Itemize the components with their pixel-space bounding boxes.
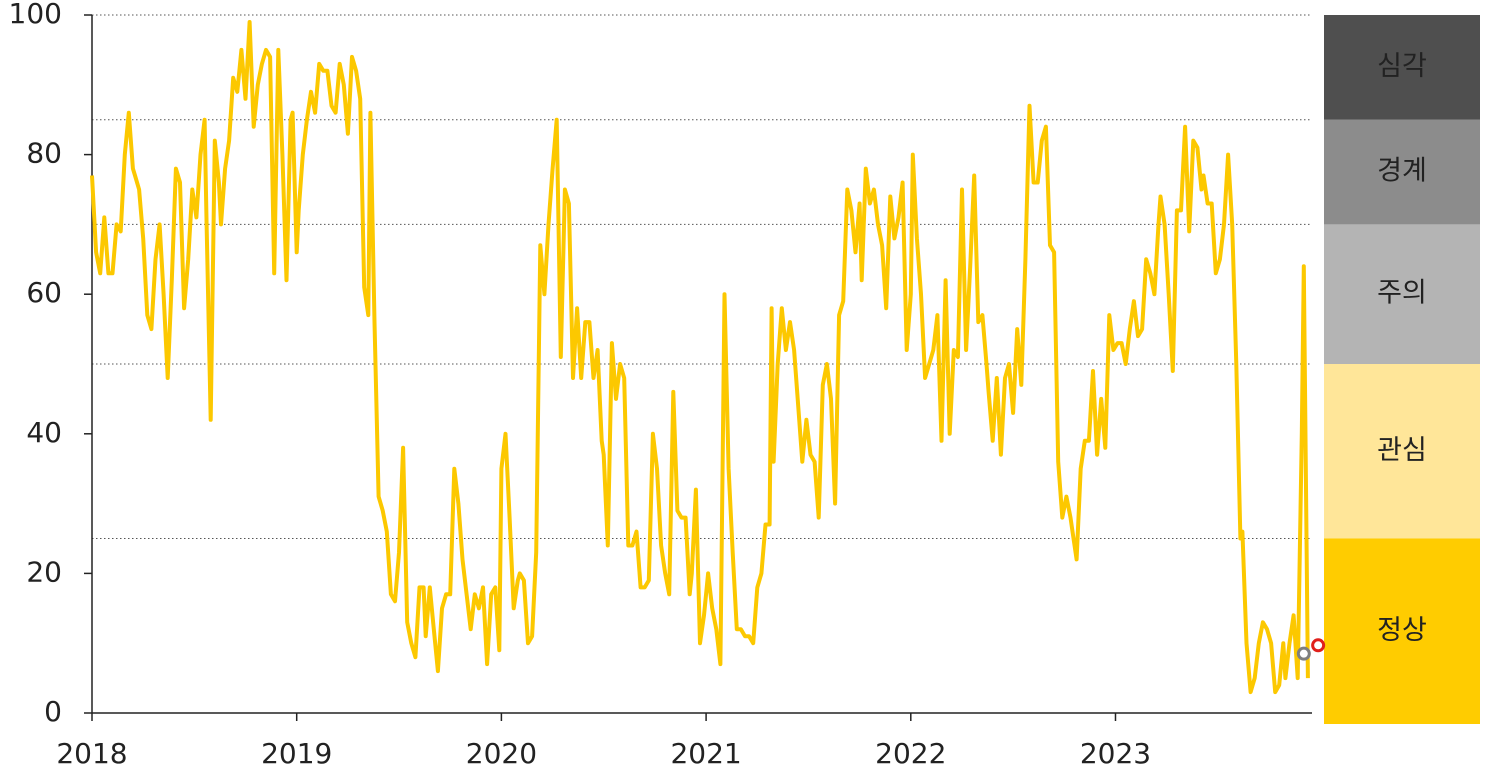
- y-tick-label: 0: [44, 695, 62, 728]
- y-tick-label: 40: [26, 416, 62, 449]
- band: [1324, 364, 1480, 539]
- x-tick-label: 2020: [466, 737, 537, 770]
- y-tick-label: 100: [9, 0, 62, 30]
- end-marker: [1296, 646, 1311, 661]
- line-series: [90, 20, 1310, 695]
- band-label: 관심: [1377, 435, 1427, 466]
- band-label: 경계: [1377, 156, 1427, 187]
- x-tick-label: 2019: [261, 737, 332, 770]
- x-tick-label: 2022: [875, 737, 946, 770]
- band-label: 정상: [1377, 615, 1427, 646]
- x-tick-label: 2021: [670, 737, 741, 770]
- band-label: 심각: [1377, 51, 1427, 82]
- y-tick-label: 80: [26, 137, 62, 170]
- y-tick-label: 60: [26, 276, 62, 309]
- y-tick-label: 20: [26, 555, 62, 588]
- band: [1324, 224, 1480, 364]
- band-label: 주의: [1377, 278, 1427, 309]
- band: [1324, 538, 1480, 724]
- x-tick-label: 2018: [56, 737, 127, 770]
- end-marker: [1311, 638, 1326, 653]
- band: [1324, 15, 1480, 120]
- band: [1324, 119, 1480, 225]
- x-tick-label: 2023: [1080, 737, 1151, 770]
